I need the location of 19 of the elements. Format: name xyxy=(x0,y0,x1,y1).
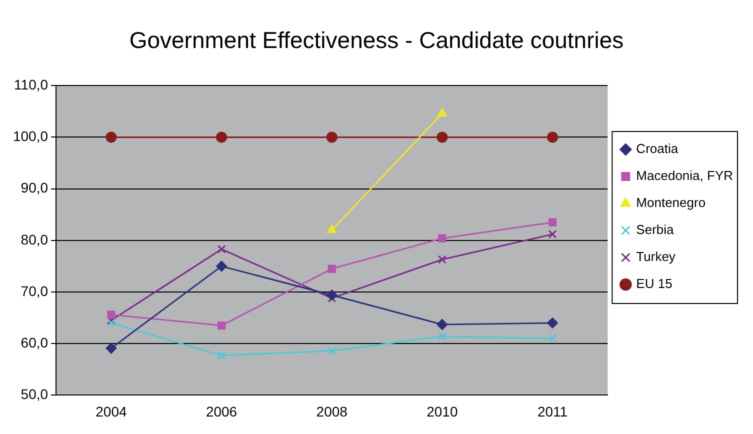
legend-label: Serbia xyxy=(636,222,675,238)
legend-label: Croatia xyxy=(636,141,679,156)
y-tick-label: 50,0 xyxy=(20,386,48,402)
x-tick-label: 2010 xyxy=(426,403,458,420)
x-tick-label: 2011 xyxy=(537,403,568,420)
y-tick-label: 80,0 xyxy=(20,231,48,248)
legend-label: Macedonia, FYR xyxy=(636,168,734,184)
x-tick-label: 2006 xyxy=(206,403,238,420)
legend-label: EU 15 xyxy=(636,276,672,292)
legend-label: Turkey xyxy=(636,249,676,264)
x-tick-label: 2008 xyxy=(316,403,348,420)
y-tick-label: 60,0 xyxy=(20,334,48,350)
y-tick-label: 100,0 xyxy=(12,128,48,144)
chart-title: Government Effectiveness - Candidate coutnries xyxy=(129,27,624,54)
y-tick-label: 90,0 xyxy=(20,180,48,196)
legend-label: Montenegro xyxy=(636,195,706,210)
y-tick-label: 110,0 xyxy=(14,76,48,92)
x-tick-label: 2004 xyxy=(96,403,127,420)
y-tick-label: 70,0 xyxy=(20,282,48,299)
